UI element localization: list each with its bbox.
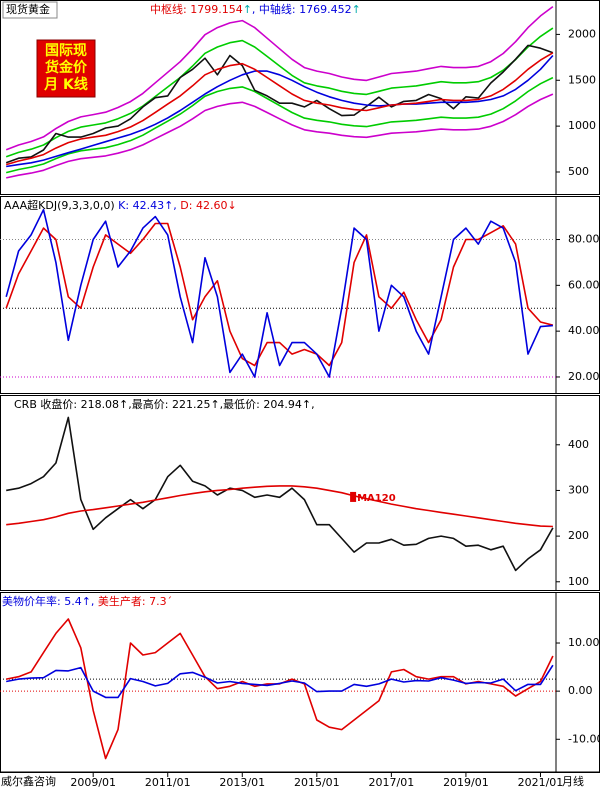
panel-header: AAA超KDJ(9,3,3,0,0) K: 42.43↑, D: 42.60↓ (4, 198, 237, 212)
series-line (6, 54, 554, 168)
header-text: ↑ (243, 3, 252, 16)
badge-line: 国际现 (45, 43, 87, 59)
y-tick-label: 80.00 (568, 233, 600, 246)
series-line (6, 664, 554, 699)
y-tick-label: 200 (568, 529, 589, 542)
y-tick-label: 40.00 (568, 324, 600, 337)
y-tick-label: 500 (568, 165, 589, 178)
badge-line: 货金价 (44, 59, 88, 76)
panel-header: CRB 收盘价: 218.08↑,最高价: 221.25↑,最低价: 204.9… (14, 397, 315, 411)
series-label-box (350, 491, 357, 502)
y-tick-label: 2000 (568, 27, 596, 40)
header-text: D: 42.60↓ (177, 199, 237, 212)
series-line (6, 485, 553, 528)
panel-header: 美物价年率: 5.4↑, 美生产者: 7.3´ (2, 594, 172, 608)
label-box (2, 1, 58, 19)
x-tick-label: 2009/01 (70, 776, 116, 789)
x-tick-label: 2021/01 (518, 776, 564, 789)
header-text: 美物价年率: 5.4↑, (2, 594, 94, 608)
panel-frame (0, 395, 600, 591)
badge (36, 39, 96, 98)
header-text: K: 42.43↑, (115, 199, 177, 212)
y-tick-label: 1000 (568, 119, 596, 132)
series-line (6, 618, 554, 760)
x-tick-label: 2013/01 (219, 776, 265, 789)
badge-line: 月 K线 (43, 76, 88, 93)
header-text: ↑ (352, 3, 361, 16)
panel-header: 中枢线: 1799.154↑, 中轴线: 1769.452↑ (150, 2, 361, 16)
series-line (5, 208, 553, 378)
series-line (6, 76, 554, 174)
source: 威尔鑫咨询 (1, 774, 56, 788)
x-tick-label: 2017/01 (369, 776, 415, 789)
instrument-label: 现货黄金 (6, 2, 50, 16)
period-label: 月线 (562, 774, 584, 788)
header-text: 美生产者: 7.3´ (94, 594, 172, 608)
series-line (6, 416, 554, 572)
y-tick-label: 20.00 (568, 370, 600, 383)
series-line (5, 5, 554, 151)
y-tick-label: 0.00 (568, 684, 593, 697)
x-tick-label: 2011/01 (145, 776, 191, 789)
series-line (6, 93, 554, 179)
y-tick-label: 300 (568, 483, 589, 496)
y-tick-label: 10.00 (568, 636, 600, 649)
header-text: , 中轴线: 1769.452 (252, 2, 352, 16)
y-tick-label: 400 (568, 438, 589, 451)
series-line (5, 27, 554, 158)
x-tick-label: 2015/01 (294, 776, 340, 789)
header-text: CRB 收盘价: 218.08↑,最高价: 221.25↑,最低价: 204.9… (14, 397, 315, 411)
header-text: AAA超KDJ(9,3,3,0,0) (4, 198, 115, 212)
panel-frame (0, 196, 600, 394)
header-text: 中枢线: 1799.154 (150, 2, 243, 16)
series-line (5, 52, 554, 166)
series-label: MA120 (357, 493, 396, 504)
y-tick-label: 100 (568, 575, 589, 588)
series-line (5, 222, 554, 367)
y-tick-label: 1500 (568, 73, 596, 86)
y-tick-label: -10.00 (568, 732, 600, 745)
y-tick-label: 60.00 (568, 278, 600, 291)
x-tick-label: 2019/01 (443, 776, 489, 789)
